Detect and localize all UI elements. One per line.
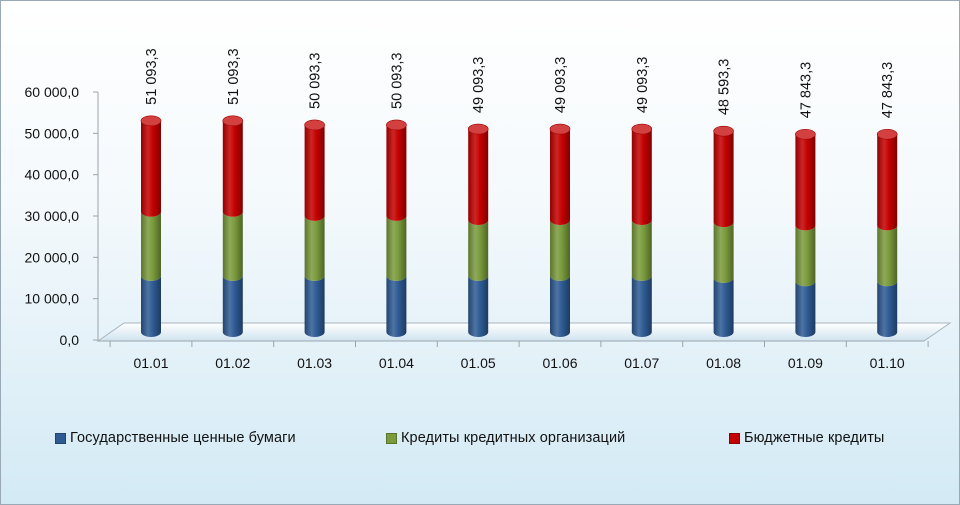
bar-segment: [304, 124, 325, 221]
bar-total-label: 50 093,3: [389, 52, 405, 108]
x-tick-label: 01.05: [461, 355, 496, 371]
legend-label-budget-credits: Бюджетные кредиты: [744, 430, 885, 446]
x-tick-label: 01.08: [706, 355, 741, 371]
bar-top-cap: [467, 123, 489, 135]
bar-segment: [550, 219, 570, 281]
bar-segment: [631, 275, 652, 337]
bar-total-label: 48 593,3: [717, 59, 733, 115]
legend-item-bank-credits: Кредиты кредитных организаций: [386, 430, 625, 446]
bar-top-cap: [304, 119, 325, 131]
bar-segment: [141, 211, 161, 281]
bar-segment: [877, 281, 898, 337]
bar-segment: [222, 275, 243, 337]
bar-total-label: 50 093,3: [308, 52, 324, 108]
bar-total-label: 49 093,3: [553, 57, 569, 113]
bar-segment: [795, 225, 816, 287]
bar-total-label: 47 843,3: [880, 62, 896, 118]
bar-segment: [141, 120, 161, 217]
bar-total-label: 51 093,3: [226, 48, 242, 104]
bar-segment: [713, 277, 734, 337]
bar-segment: [713, 131, 734, 228]
bar-total-label: 51 093,3: [144, 48, 160, 104]
legend-swatch-bank-credits: [386, 432, 397, 444]
bar-top-cap: [876, 128, 898, 140]
bar-segment: [550, 129, 570, 225]
bar-segment: [795, 134, 816, 231]
bar-top-cap: [549, 123, 571, 135]
chart-legend: Государственные ценные бумаги Кредиты кр…: [0, 430, 960, 450]
bar-segment: [222, 211, 243, 281]
bar-segment: [877, 225, 898, 287]
x-tick-label: 01.02: [215, 355, 250, 371]
x-tick-label: 01.07: [624, 355, 659, 371]
bar-segment: [795, 281, 816, 337]
x-tick-label: 01.10: [870, 355, 905, 371]
bar-total-label: 49 093,3: [471, 57, 487, 113]
y-tick-label: 50 000,0: [25, 125, 80, 141]
bar-segment: [631, 219, 652, 281]
bar-total-label: 49 093,3: [635, 57, 651, 113]
legend-item-budget-credits: Бюджетные кредиты: [729, 430, 884, 446]
bar-segment: [550, 275, 570, 337]
legend-swatch-gov-securities: [55, 432, 66, 444]
bar-top-cap: [631, 123, 653, 135]
bar-segment: [468, 219, 489, 281]
legend-item-gov-securities: Государственные ценные бумаги: [55, 430, 296, 446]
bar-segment: [386, 275, 407, 337]
bar-segment: [304, 215, 325, 281]
y-tick-label: 0,0: [60, 332, 80, 348]
legend-label-bank-credits: Кредиты кредитных организаций: [401, 430, 626, 446]
bar-top-cap: [386, 119, 407, 131]
bar-segment: [386, 215, 407, 281]
y-tick-label: 10 000,0: [25, 291, 80, 307]
bar-top-cap: [140, 115, 162, 127]
y-tick-label: 30 000,0: [25, 208, 80, 224]
x-tick-label: 01.03: [297, 355, 332, 371]
legend-swatch-budget-credits: [729, 432, 740, 444]
legend-label-gov-securities: Государственные ценные бумаги: [70, 430, 296, 446]
x-tick-label: 01.04: [379, 355, 414, 371]
bar-total-label: 47 843,3: [798, 62, 814, 118]
bar-top-cap: [222, 115, 244, 127]
bar-segment: [386, 124, 407, 221]
bar-top-cap: [795, 128, 816, 140]
y-tick-label: 20 000,0: [25, 249, 80, 265]
bar-segment: [468, 275, 489, 337]
bar-segment: [877, 134, 898, 231]
y-tick-label: 60 000,0: [25, 84, 80, 100]
bar-segment: [141, 275, 161, 337]
x-tick-label: 01.06: [542, 355, 577, 371]
y-tick-label: 40 000,0: [25, 167, 80, 183]
bar-segment: [222, 120, 243, 217]
bar-top-cap: [713, 125, 734, 137]
x-tick-label: 01.01: [133, 355, 168, 371]
bar-segment: [304, 275, 325, 337]
bar-segment: [631, 129, 652, 225]
bar-segment: [713, 222, 734, 283]
bar-segment: [468, 129, 489, 225]
x-tick-label: 01.09: [788, 355, 823, 371]
